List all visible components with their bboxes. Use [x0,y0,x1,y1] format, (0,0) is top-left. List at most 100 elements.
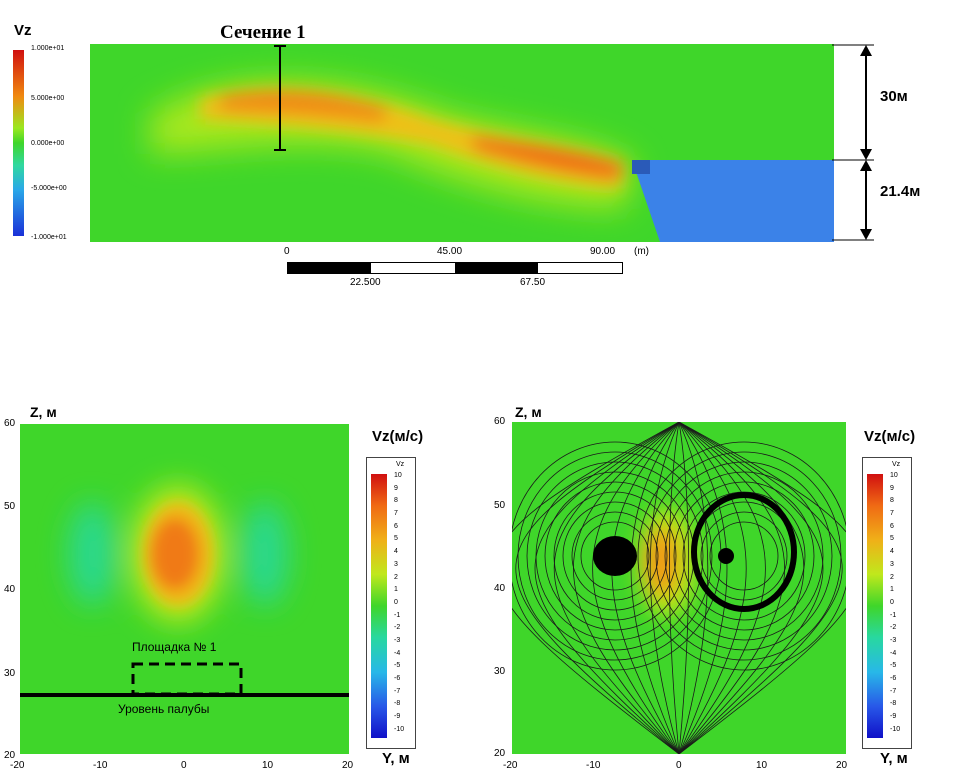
streamline-arc [678,422,728,754]
right-colorbar-ticks: 10 9 8 7 6 5 4 3 2 1 0 -1 -2 -3 -4 -5 -6… [890,472,910,738]
right-z-tick-20: 20 [494,748,506,759]
scale-label-45: 45.00 [437,246,463,257]
top-legend-tick-2: 0.000e+00 [31,140,65,147]
right-cb-tick: -7 [890,687,897,695]
streamline-loop [544,481,686,631]
left-z-tick-20: 20 [4,750,16,761]
streamline-arc [678,422,804,754]
left-colorbar [371,474,387,738]
left-z-tick-50: 50 [4,501,16,512]
top-legend-title: Vz [14,22,32,39]
streamline-loop [571,511,659,601]
streamline-arc [515,422,680,754]
left-y-tick-10: 10 [262,760,274,771]
right-y-tick-10: 10 [756,760,768,771]
left-y-axis-label: Y, м [382,750,410,767]
right-z-tick-30: 30 [494,666,506,677]
left-cb-tick: -1 [394,611,401,619]
left-cb-tick: 10 [394,472,402,479]
streamline-arc [678,422,689,754]
dim-upper-label: 30м [880,88,908,105]
streamline-arc [669,422,680,754]
streamline-arc [592,422,680,754]
right-cb-tick: 7 [890,510,894,518]
top-legend-tick-4: -1.000e+01 [31,234,67,241]
right-cb-tick: 0 [890,598,894,606]
streamline-loop [709,521,779,591]
right-colorbar-title: Vz(м/с) [864,428,916,445]
right-colorbar-header: Vz [892,461,901,468]
streamline-arc [678,422,824,754]
scale-label-90: 90.00 [590,246,616,257]
right-cb-tick: 10 [890,472,898,479]
scale-bar [287,262,623,274]
right-z-axis-label: Z, м [515,404,542,420]
right-y-tick-0: 0 [676,760,682,771]
left-cb-tick: 3 [394,560,398,568]
right-vortex-core [718,548,734,564]
deck-label: Уровень палубы [118,702,210,716]
left-vortex-core [593,536,637,576]
right-y-tick-20: 20 [836,760,848,771]
left-cb-tick: -6 [394,675,401,682]
left-colorbar-title: Vz(м/с) [372,428,424,445]
left-z-tick-60: 60 [4,418,16,429]
right-cb-tick: 5 [890,535,894,543]
right-cb-tick: -9 [890,713,897,721]
right-cb-tick: -3 [890,636,897,644]
left-cb-tick: 9 [394,484,398,492]
scale-label-22: 22.500 [350,277,381,288]
right-z-tick-40: 40 [494,583,506,594]
right-cb-tick: 2 [890,573,894,581]
streamline-loop [526,461,704,651]
streamline-arc [678,422,846,754]
scale-label-0: 0 [284,246,290,257]
left-cb-tick: 4 [394,548,398,556]
left-colorbar-header: Vz [396,461,405,468]
streamline-loop [637,441,846,671]
left-cb-tick: 1 [394,586,398,594]
right-cb-tick: -4 [890,649,897,657]
scale-unit: (m) [634,246,649,257]
right-cb-tick: -8 [890,700,897,708]
left-cb-tick: -3 [394,636,401,644]
left-y-tick-m10: -10 [93,760,108,771]
left-cb-tick: -2 [394,624,401,632]
streamline-arc [554,422,680,754]
streamlines [512,422,846,754]
streamline-arc [678,422,747,754]
top-colorbar [13,50,24,236]
scale-label-67: 67.50 [520,277,546,288]
streamline-loop [580,521,650,591]
left-cb-tick: -7 [394,687,401,695]
streamline-loop [562,501,668,611]
left-z-tick-30: 30 [4,668,16,679]
top-legend-tick-3: -5.000e+00 [31,185,67,192]
right-cb-tick: -6 [890,675,897,682]
right-cb-tick: -5 [890,662,897,670]
right-y-axis-label: Y, м [880,750,908,767]
left-cb-tick: -4 [394,649,401,657]
left-cb-tick: 7 [394,510,398,518]
dimension-arrows [832,44,874,241]
top-velocity-field [90,44,834,242]
right-cb-tick: 3 [890,560,894,568]
left-velocity-field [20,424,349,754]
right-cb-tick: -10 [890,725,901,733]
streamline-arc [678,422,766,754]
right-y-tick-m10: -10 [586,760,601,771]
left-cb-tick: 8 [394,497,398,505]
streamline-arc [678,422,709,754]
left-colorbar-ticks: 10 9 8 7 6 5 4 3 2 1 0 -1 -2 -3 -4 -5 -6… [394,472,414,738]
left-y-tick-0: 0 [181,760,187,771]
left-y-tick-20: 20 [342,760,354,771]
streamline-loop [673,481,815,631]
left-cb-tick: -5 [394,662,401,670]
streamline-arc [678,422,843,754]
right-cb-tick: 1 [890,586,894,594]
right-cb-tick: 9 [890,484,894,492]
top-legend-tick-0: 1.000e+01 [31,45,65,52]
right-y-tick-m20: -20 [503,760,518,771]
platform-label: Площадка № 1 [132,640,217,654]
right-cb-tick: 4 [890,548,894,556]
